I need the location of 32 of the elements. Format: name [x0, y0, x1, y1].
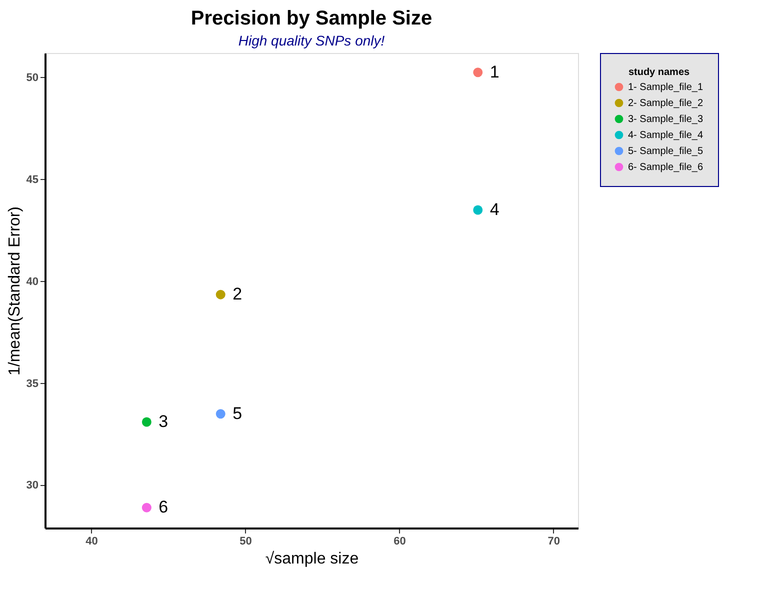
y-tick-label: 50 — [26, 72, 38, 84]
annotation: 4 — [490, 200, 500, 219]
chart-subtitle: High quality SNPs only! — [238, 32, 385, 48]
y-tick-label: 40 — [26, 276, 38, 288]
point — [216, 409, 226, 419]
legend-label: 1- Sample_file_1 — [628, 82, 704, 93]
annotation: 6 — [158, 498, 168, 517]
legend-title: study names — [628, 67, 690, 78]
x-tick-label: 60 — [394, 536, 406, 548]
y-axis-title: 1/mean(Standard Error) — [6, 206, 24, 376]
legend-label: 6- Sample_file_6 — [628, 162, 704, 173]
point — [216, 290, 226, 300]
x-tick-label: 70 — [548, 536, 560, 548]
y-tick-label: 45 — [26, 174, 38, 186]
annotation: 1 — [490, 62, 500, 82]
annotation: 3 — [158, 412, 168, 431]
x-tick-label: 50 — [240, 536, 252, 548]
y-tick-label: 30 — [26, 480, 38, 492]
annotation: 2 — [232, 284, 242, 304]
x-tick-label: 40 — [86, 536, 98, 548]
annotation: 5 — [232, 404, 242, 423]
point — [142, 417, 152, 427]
point — [142, 502, 152, 512]
legend-label: 4- Sample_file_4 — [628, 130, 704, 141]
chart-title: Precision by Sample Size — [190, 8, 432, 30]
point — [473, 205, 483, 215]
legend-label: 3- Sample_file_3 — [628, 114, 704, 125]
y-tick-label: 35 — [26, 378, 38, 390]
x-axis-title: √sample size — [265, 550, 359, 568]
legend-label: 5- Sample_file_5 — [628, 146, 704, 157]
legend-label: 2- Sample_file_2 — [628, 98, 704, 109]
point — [473, 68, 483, 78]
